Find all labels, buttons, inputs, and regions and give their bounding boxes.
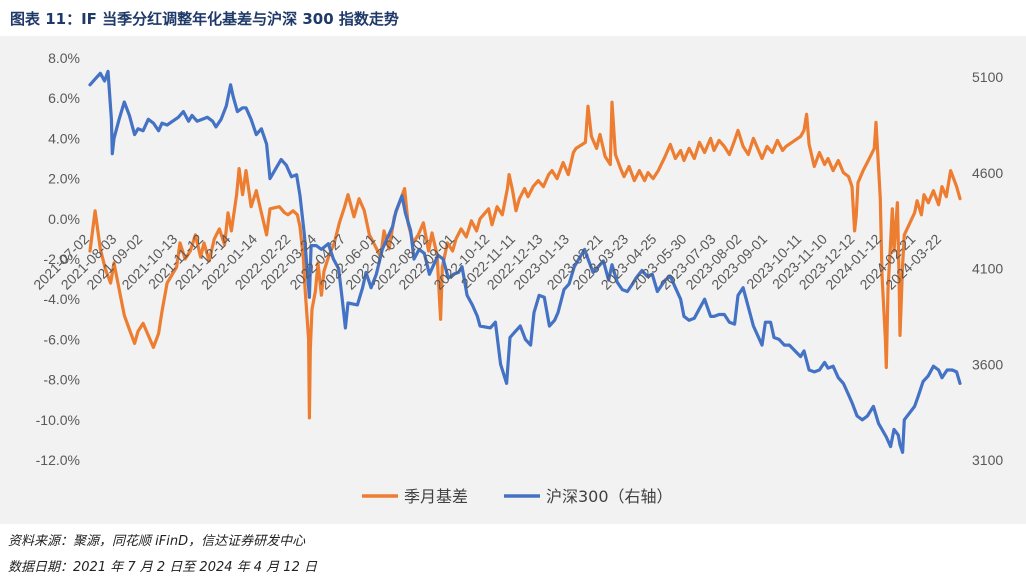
y-right-tick-label: 4100 [972, 261, 1003, 277]
y-left-tick-label: -6.0% [43, 331, 80, 347]
legend-label-csi300: 沪深300（右轴） [546, 487, 673, 506]
chart-title: 图表 11：IF 当季分红调整年化基差与沪深 300 指数走势 [10, 10, 399, 28]
y-left-tick-label: -4.0% [43, 291, 80, 307]
y-left-tick-label: 6.0% [48, 90, 80, 106]
y-right-tick-label: 3600 [972, 356, 1003, 372]
source-note: 资料来源：聚源，同花顺 iFinD，信达证券研发中心 [8, 534, 306, 549]
y-right-tick-label: 3100 [972, 452, 1003, 468]
y-left-tick-label: -10.0% [36, 412, 80, 428]
y-left-tick-label: 2.0% [48, 171, 80, 187]
y-left-tick-label: 8.0% [48, 50, 80, 66]
y-left-tick-label: 0.0% [48, 211, 80, 227]
y-left-tick-label: -2.0% [43, 251, 80, 267]
y-left-tick-label: -12.0% [36, 452, 80, 468]
y-left-tick-label: 4.0% [48, 130, 80, 146]
date-range-note: 数据日期：2021 年 7 月 2 日至 2024 年 4 月 12 日 [8, 560, 317, 575]
csi300-series-line [88, 69, 962, 454]
y-right-tick-label: 4600 [972, 165, 1003, 181]
chart-area [0, 36, 1026, 524]
y-right-tick-label: 5100 [972, 69, 1003, 85]
basis-series-line [88, 100, 962, 420]
legend-label-basis: 季月基差 [404, 487, 468, 506]
chart-svg: 8.0% 6.0% 4.0% 2.0% 0.0% -2.0% -4.0% -6.0% -8.0%… [30, 50, 1003, 506]
y-left-tick-label: -8.0% [43, 372, 80, 388]
